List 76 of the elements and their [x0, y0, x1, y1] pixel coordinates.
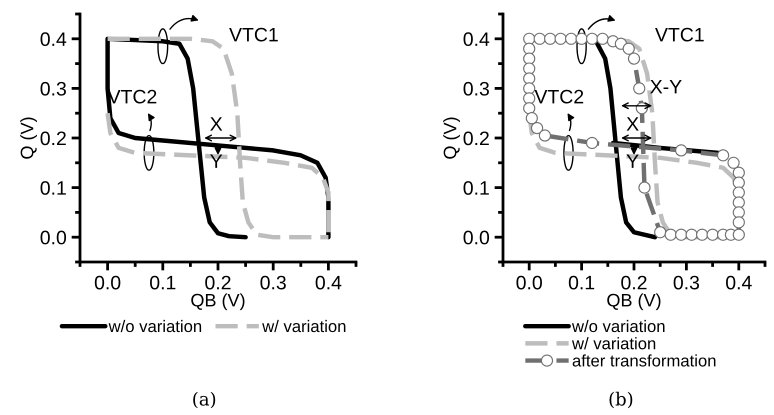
- y-tick-label: 0.2: [464, 131, 489, 146]
- point: [675, 228, 688, 241]
- x-axis-title: QB (V): [607, 293, 660, 310]
- point: [675, 144, 688, 157]
- point: [544, 32, 556, 45]
- point: [523, 92, 536, 104]
- point: [523, 52, 536, 65]
- legend-label: w/o variation: [572, 320, 664, 332]
- x-tick-label: 0.1: [568, 276, 594, 290]
- point: [586, 136, 598, 150]
- y-axis-title: Q (V): [443, 118, 460, 159]
- point: [732, 196, 745, 209]
- y-tick-label: 0.4: [40, 32, 66, 46]
- point: [716, 149, 730, 162]
- x-tick-label: 0.4: [726, 276, 752, 290]
- point: [696, 228, 708, 241]
- legend-label: w/o variation: [108, 320, 202, 332]
- y-tick-label: 0.2: [40, 131, 66, 146]
- x-axis-title: QB (V): [191, 293, 244, 310]
- point: [526, 112, 538, 124]
- point: [538, 129, 552, 142]
- point: [732, 166, 745, 179]
- point: [622, 42, 635, 55]
- annotation: VTC1: [229, 28, 278, 42]
- point: [727, 156, 740, 169]
- y-tick-label: 0.3: [40, 82, 66, 96]
- legend-label: w/ variation: [262, 320, 346, 332]
- point: [654, 226, 666, 238]
- point: [633, 82, 646, 95]
- y-tick-label: 0.0: [40, 230, 66, 244]
- point: [523, 72, 536, 85]
- y-tick-label: 0.3: [464, 82, 489, 96]
- annotation: VTC2: [534, 90, 584, 104]
- legend-label: w/ variation: [572, 337, 656, 350]
- point: [706, 228, 719, 241]
- x-tick-label: 0.3: [674, 276, 700, 290]
- x-tick-label: 0.2: [205, 276, 231, 290]
- point: [530, 122, 544, 134]
- point: [586, 32, 598, 45]
- point: [565, 32, 578, 45]
- x-tick-label: 0.0: [94, 276, 120, 290]
- x-tick-label: 0.0: [516, 276, 542, 290]
- point: [638, 181, 651, 194]
- legend-label: after transformation: [572, 354, 716, 367]
- y-tick-label: 0.1: [40, 181, 66, 195]
- y-tick-label: 0.0: [464, 230, 490, 244]
- point: [732, 228, 745, 241]
- point: [732, 186, 745, 199]
- point: [534, 32, 546, 45]
- point: [575, 32, 588, 45]
- annotation: Y: [210, 154, 222, 168]
- annotation: X: [210, 117, 222, 131]
- point: [596, 32, 609, 45]
- y-tick-label: 0.4: [464, 32, 490, 46]
- x-tick-label: 0.2: [621, 276, 647, 290]
- point: [686, 228, 698, 241]
- point: [628, 52, 640, 65]
- point: [664, 228, 677, 241]
- point: [732, 206, 745, 219]
- text: (a): [193, 392, 216, 408]
- point: [732, 216, 745, 228]
- x-tick-label: 0.4: [316, 276, 342, 290]
- x-tick-label: 0.1: [150, 276, 176, 290]
- annotation: X-Y: [650, 80, 682, 94]
- annotation: Y: [626, 154, 639, 168]
- text: (b): [610, 392, 632, 408]
- point: [523, 102, 536, 114]
- y-tick-label: 0.1: [464, 181, 489, 195]
- point: [554, 32, 567, 45]
- point: [523, 42, 536, 55]
- annotation: VTC1: [655, 28, 704, 42]
- point: [523, 62, 536, 75]
- annotation: X: [626, 117, 639, 131]
- x-tick-label: 0.3: [260, 276, 286, 290]
- y-axis-title: Q (V): [20, 118, 37, 159]
- point: [523, 82, 536, 95]
